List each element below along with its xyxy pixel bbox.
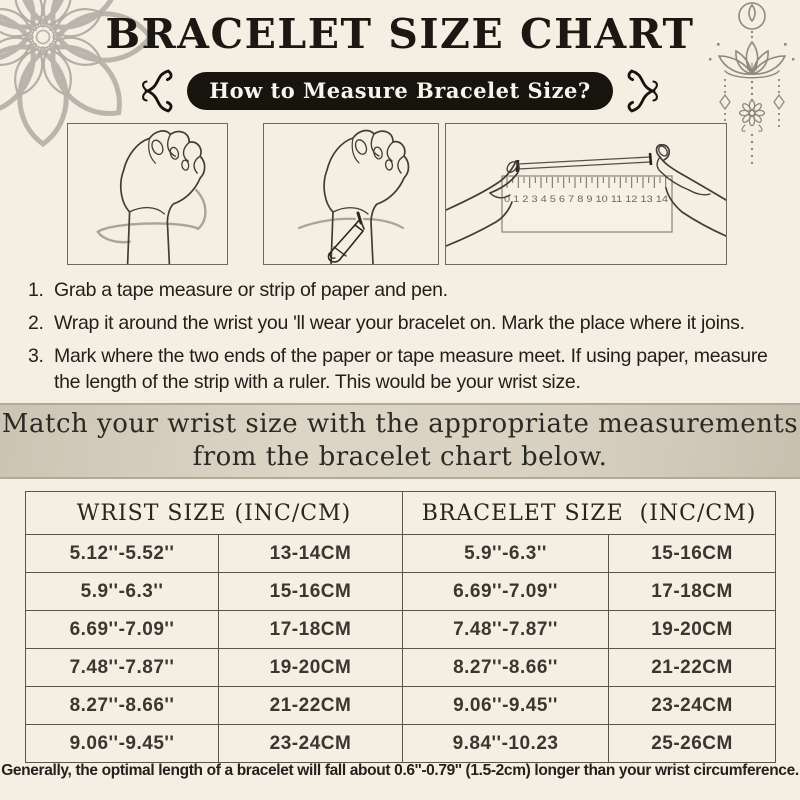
table-cell: 5.12''-5.52'' <box>25 534 219 573</box>
table-cell: 5.9''-6.3'' <box>402 534 610 573</box>
table-cell: 6.69''-7.09'' <box>25 610 219 649</box>
instructions-list: 1. Grab a tape measure or strip of paper… <box>28 277 768 402</box>
table-row: 8.27''-8.66'' 21-22CM 9.06''-9.45'' 23-2… <box>25 686 777 725</box>
table-cell: 21-22CM <box>608 648 777 687</box>
step-number: 1. <box>28 279 44 301</box>
ruler-numbers: 0 1 2 3 4 5 6 7 8 9 10 11 12 13 14 <box>504 194 668 205</box>
hand-tape-illustration <box>67 123 228 265</box>
table-cell: 13-14CM <box>217 534 404 573</box>
table-row: 9.06''-9.45'' 23-24CM 9.84''-10.23 25-26… <box>25 724 777 763</box>
step-text: Wrap it around the wrist you 'll wear yo… <box>54 312 745 334</box>
table-cell: 6.69''-7.09'' <box>402 572 610 611</box>
table-row: 5.9''-6.3'' 15-16CM 6.69''-7.09'' 17-18C… <box>25 572 777 611</box>
instruction-step-1: 1. Grab a tape measure or strip of paper… <box>28 277 768 303</box>
table-cell: 17-18CM <box>608 572 777 611</box>
table-cell: 21-22CM <box>217 686 404 725</box>
table-cell: 23-24CM <box>217 724 404 763</box>
measure-badge: How to Measure Bracelet Size? <box>187 72 613 110</box>
table-cell: 9.06''-9.45'' <box>25 724 219 763</box>
table-cell: 8.27''-8.66'' <box>402 648 610 687</box>
banner-line-1: Match your wrist size with the appropria… <box>1 409 799 439</box>
step-text: Grab a tape measure or strip of paper an… <box>54 279 448 301</box>
instruction-step-2: 2. Wrap it around the wrist you 'll wear… <box>28 310 768 336</box>
step-text: Mark where the two ends of the paper or … <box>54 345 768 393</box>
table-row: 5.12''-5.52'' 13-14CM 5.9''-6.3'' 15-16C… <box>25 534 777 573</box>
step-number: 3. <box>28 345 44 367</box>
banner-line-2: from the bracelet chart below. <box>192 442 608 472</box>
table-cell: 9.06''-9.45'' <box>402 686 610 725</box>
table-cell: 7.48''-7.87'' <box>402 610 610 649</box>
table-row: 6.69''-7.09'' 17-18CM 7.48''-7.87'' 19-2… <box>25 610 777 649</box>
match-size-banner: Match your wrist size with the appropria… <box>0 403 800 479</box>
brace-left-icon <box>142 69 173 113</box>
badge-row: How to Measure Bracelet Size? <box>0 69 800 113</box>
table-header-wrist-size: WRIST SIZE (INC/CM) <box>24 491 404 535</box>
brace-right-icon <box>627 69 658 113</box>
table-header-row: WRIST SIZE (INC/CM) BRACELET SIZE (INC/C… <box>24 491 777 535</box>
table-cell: 15-16CM <box>217 572 404 611</box>
size-table: WRIST SIZE (INC/CM) BRACELET SIZE (INC/C… <box>24 491 777 763</box>
table-cell: 7.48''-7.87'' <box>25 648 219 687</box>
table-header-bracelet-size: BRACELET SIZE (INC/CM) <box>402 491 777 535</box>
page-title: BRACELET SIZE CHART <box>105 10 695 58</box>
table-cell: 17-18CM <box>217 610 404 649</box>
table-cell: 19-20CM <box>608 610 777 649</box>
table-row: 7.48''-7.87'' 19-20CM 8.27''-8.66'' 21-2… <box>25 648 777 687</box>
table-cell: 15-16CM <box>608 534 777 573</box>
table-cell: 5.9''-6.3'' <box>25 572 219 611</box>
instruction-step-3: 3. Mark where the two ends of the paper … <box>28 343 768 395</box>
step-number: 2. <box>28 312 44 334</box>
table-cell: 23-24CM <box>608 686 777 725</box>
mandala-flower-icon <box>0 0 154 148</box>
table-cell: 25-26CM <box>608 724 777 763</box>
lotus-ornament-icon <box>709 2 795 165</box>
footnote: Generally, the optimal length of a brace… <box>1 762 799 779</box>
table-cell: 9.84''-10.23 <box>402 724 610 763</box>
table-cell: 19-20CM <box>217 648 404 687</box>
hand-pen-illustration <box>263 123 439 265</box>
ruler-measure-illustration: 0 1 2 3 4 5 6 7 8 9 10 11 12 13 14 <box>445 123 727 265</box>
table-cell: 8.27''-8.66'' <box>25 686 219 725</box>
